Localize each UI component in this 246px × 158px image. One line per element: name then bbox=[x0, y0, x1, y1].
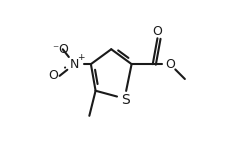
Text: +: + bbox=[77, 53, 85, 62]
Text: ⁻: ⁻ bbox=[53, 43, 59, 57]
Text: O: O bbox=[48, 69, 58, 82]
Text: N: N bbox=[70, 58, 79, 71]
Text: O: O bbox=[153, 25, 162, 38]
Text: O: O bbox=[59, 43, 68, 56]
Text: S: S bbox=[121, 93, 130, 107]
Text: O: O bbox=[165, 58, 175, 71]
